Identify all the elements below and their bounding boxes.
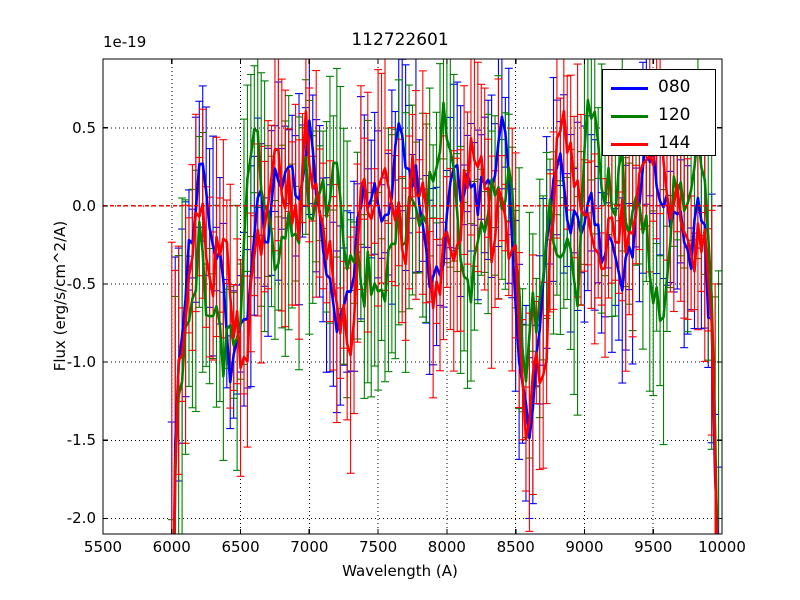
x-tick-label: 6500 — [221, 538, 260, 556]
y-tick-label: -2.0 — [66, 509, 96, 528]
x-tick-label: 10000 — [698, 538, 746, 556]
x-tick-label: 9500 — [634, 538, 673, 556]
legend-swatch-120 — [611, 115, 648, 118]
legend-label-120: 120 — [658, 105, 691, 125]
x-tick-label: 7000 — [290, 538, 329, 556]
x-tick-label: 8000 — [427, 538, 466, 556]
x-tick-label: 9000 — [565, 538, 604, 556]
legend-label-144: 144 — [658, 133, 691, 153]
y-axis-offset-label: 1e-19 — [103, 33, 147, 51]
legend-entry-080: 080 — [603, 74, 717, 103]
y-tick-label: 0.0 — [72, 196, 96, 215]
legend-label-080: 080 — [658, 77, 691, 97]
legend-entry-120: 120 — [603, 102, 717, 131]
y-tick-label: -1.0 — [66, 353, 96, 372]
x-axis-label: Wavelength (A) — [342, 562, 458, 580]
chart-title: 112722601 — [351, 30, 449, 50]
x-tick-label: 6000 — [152, 538, 191, 556]
x-tick-label: 7500 — [359, 538, 398, 556]
legend-box: 080 120 144 — [602, 69, 716, 156]
y-tick-label: -1.5 — [66, 431, 96, 450]
x-tick-label: 5500 — [83, 538, 123, 556]
y-tick-label: -0.5 — [66, 275, 96, 293]
legend-swatch-080 — [611, 87, 648, 90]
legend-swatch-144 — [611, 143, 648, 146]
y-tick-label: 0.5 — [72, 118, 96, 137]
legend-entry-144: 144 — [603, 130, 717, 159]
x-tick-label: 8500 — [496, 538, 535, 556]
